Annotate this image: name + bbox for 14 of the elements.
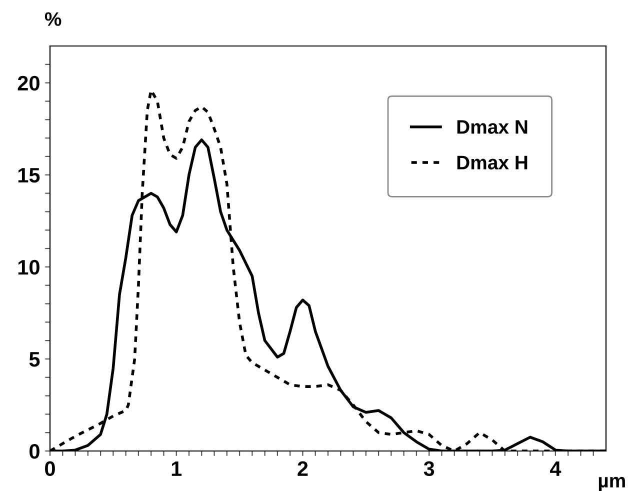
x-axis-title: µm	[598, 476, 625, 491]
y-tick-label: 15	[18, 168, 40, 183]
y-tick-label: 20	[18, 76, 40, 91]
x-tick-label: 0	[45, 461, 55, 476]
x-tick-label: 3	[424, 461, 434, 476]
legend-label: Dmax N	[457, 120, 528, 134]
legend-label: Dmax H	[457, 156, 528, 170]
x-tick-label: 1	[172, 461, 182, 476]
y-tick-label: 5	[29, 352, 40, 367]
x-tick-label: 2	[298, 461, 308, 476]
x-tick-label: 4	[550, 461, 562, 476]
y-axis-title: %	[44, 12, 62, 26]
y-tick-label: 0	[30, 444, 40, 459]
y-tick-label: 10	[18, 260, 40, 275]
